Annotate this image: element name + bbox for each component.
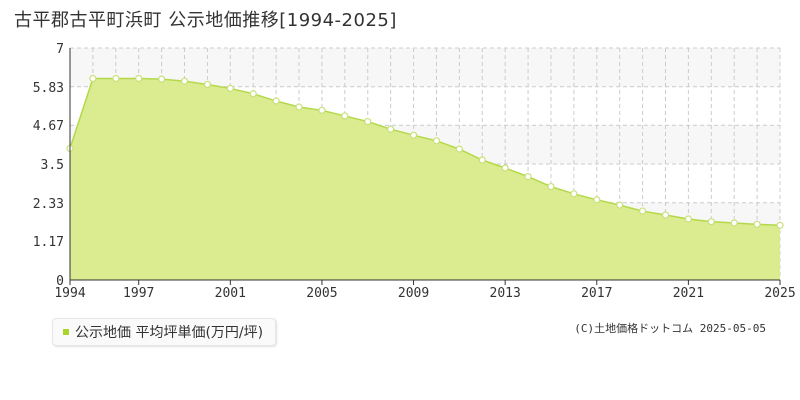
chart-title: 古平郡古平町浜町 公示地価推移[1994-2025] — [14, 10, 397, 31]
data-point — [593, 196, 601, 204]
data-point — [89, 74, 97, 83]
data-point — [272, 97, 280, 105]
data-point — [638, 207, 647, 215]
x-tick-label: 2009 — [398, 286, 429, 301]
data-point — [341, 112, 349, 120]
data-point — [478, 156, 486, 164]
data-point — [684, 215, 692, 223]
x-tick-label: 1994 — [54, 286, 85, 301]
legend-label: 公示地価 平均坪単価(万円/坪) — [75, 325, 264, 341]
data-point — [776, 221, 784, 229]
x-tick-label: 2021 — [673, 286, 704, 301]
data-point — [112, 74, 120, 83]
data-point — [364, 117, 372, 126]
legend: 公示地価 平均坪単価(万円/坪) — [52, 318, 277, 346]
data-point — [318, 106, 326, 114]
area-fill — [70, 78, 780, 281]
axis — [69, 48, 781, 285]
data-point — [707, 218, 715, 226]
data-point — [387, 125, 395, 133]
series-line — [69, 77, 781, 227]
data-point — [753, 220, 761, 228]
x-tick-label: 2025 — [764, 286, 795, 301]
data-point — [295, 103, 303, 111]
data-point — [226, 84, 234, 93]
x-tick-label: 1997 — [123, 286, 154, 301]
x-tick-label: 2005 — [306, 286, 337, 301]
data-series — [66, 74, 784, 281]
data-point — [547, 182, 555, 191]
y-tick-label: 7 — [56, 42, 64, 57]
data-point — [570, 190, 578, 198]
data-point — [455, 145, 463, 153]
y-tick-label: 4.67 — [33, 119, 64, 134]
data-point — [730, 219, 738, 227]
data-point — [249, 90, 257, 98]
x-tick-label: 2013 — [490, 286, 521, 301]
data-point — [158, 75, 166, 83]
data-point — [432, 137, 441, 145]
plot-band — [70, 48, 780, 87]
data-point — [501, 164, 509, 172]
y-tick-label: 2.33 — [33, 197, 64, 212]
data-point — [616, 201, 624, 209]
legend-swatch — [63, 329, 69, 335]
data-point — [180, 77, 189, 85]
data-point — [409, 131, 418, 139]
tick-labels: 0 1.17 2.33 3.5 4.67 5.83 7 1994 1997 2001 2005 200… — [33, 42, 796, 301]
y-tick-label: 5.83 — [33, 81, 64, 96]
copyright: (C)土地価格ドットコム 2025-05-05 — [574, 322, 766, 335]
data-point — [135, 74, 143, 83]
y-tick-label: 0 — [56, 274, 64, 289]
data-point — [524, 172, 532, 181]
x-tick-label: 2017 — [581, 286, 612, 301]
y-tick-label: 3.5 — [41, 158, 64, 173]
x-tick-label: 2001 — [215, 286, 246, 301]
data-point — [203, 80, 212, 89]
y-tick-label: 1.17 — [33, 235, 64, 250]
data-point — [661, 211, 670, 219]
